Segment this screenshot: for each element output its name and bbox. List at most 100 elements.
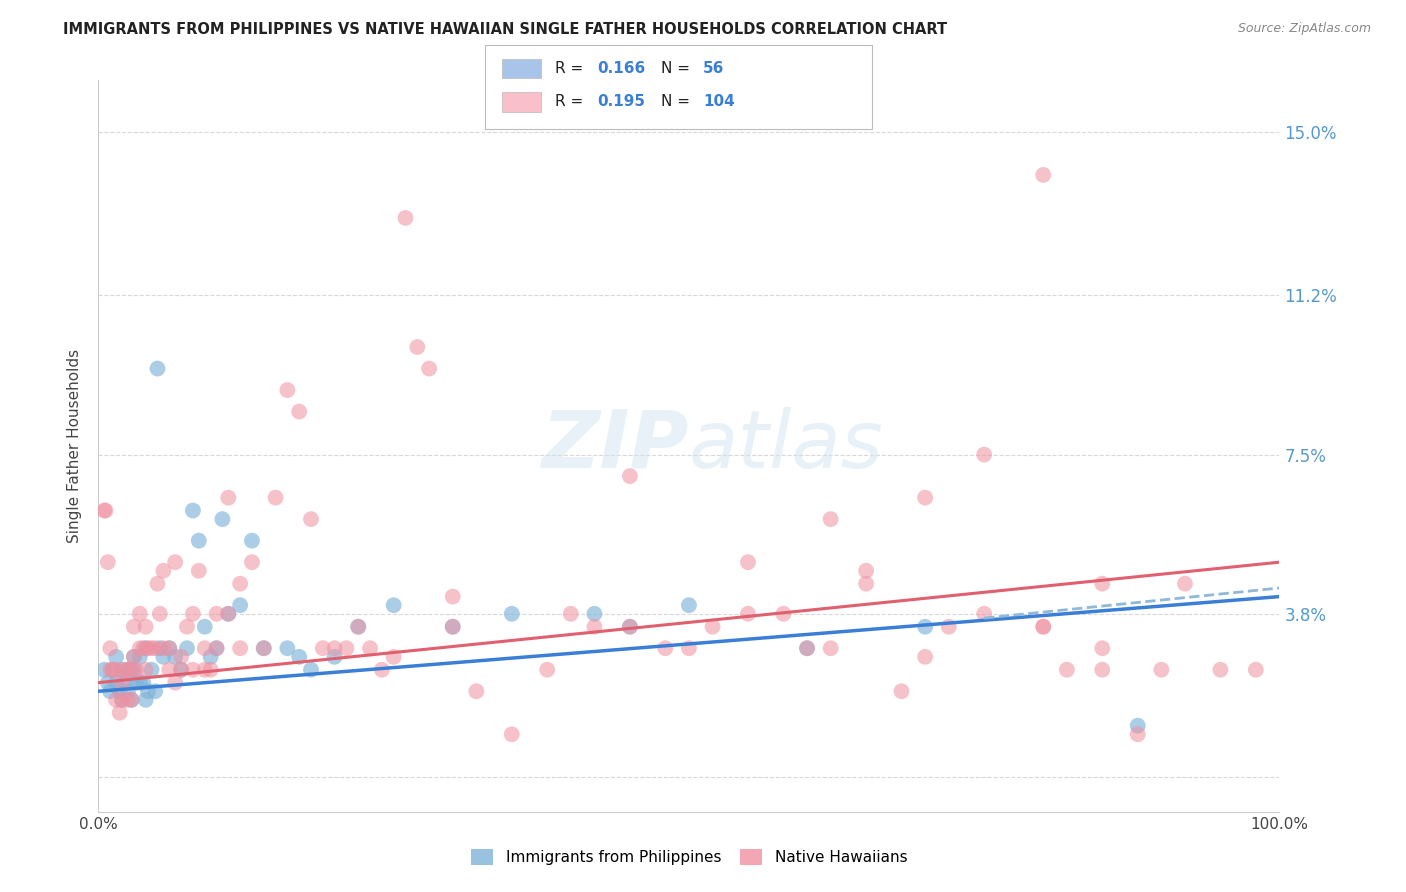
Point: [211, 512, 233, 526]
Point: [1174, 576, 1197, 591]
Point: [1056, 663, 1078, 677]
Point: [678, 641, 700, 656]
Point: [1091, 576, 1114, 591]
Point: [347, 620, 370, 634]
Point: [855, 576, 877, 591]
Point: [93, 663, 115, 677]
Point: [299, 663, 322, 677]
Point: [132, 641, 155, 656]
Point: [157, 663, 180, 677]
Point: [132, 675, 155, 690]
Point: [111, 663, 134, 677]
Point: [501, 607, 523, 621]
Point: [973, 607, 995, 621]
Point: [194, 641, 217, 656]
Point: [170, 663, 193, 677]
Text: N =: N =: [661, 62, 695, 76]
Point: [347, 620, 370, 634]
Point: [323, 649, 346, 664]
Point: [702, 620, 724, 634]
Point: [146, 576, 169, 591]
Point: [194, 620, 217, 634]
Point: [914, 620, 936, 634]
Point: [117, 693, 139, 707]
Point: [418, 361, 440, 376]
Point: [187, 564, 209, 578]
Point: [111, 693, 134, 707]
Point: [121, 693, 143, 707]
Point: [240, 533, 263, 548]
Point: [128, 675, 150, 690]
Point: [890, 684, 912, 698]
Point: [97, 675, 120, 690]
Point: [141, 663, 163, 677]
Point: [200, 663, 222, 677]
Text: Source: ZipAtlas.com: Source: ZipAtlas.com: [1237, 22, 1371, 36]
Point: [678, 598, 700, 612]
Point: [200, 649, 222, 664]
Point: [143, 641, 166, 656]
Text: 56: 56: [703, 62, 724, 76]
Text: 0.195: 0.195: [598, 95, 645, 109]
Point: [619, 620, 641, 634]
Point: [98, 641, 121, 656]
Point: [654, 641, 676, 656]
Point: [501, 727, 523, 741]
Point: [938, 620, 960, 634]
Point: [796, 641, 818, 656]
Point: [152, 649, 174, 664]
Point: [335, 641, 357, 656]
Point: [122, 649, 145, 664]
Point: [117, 663, 139, 677]
Point: [105, 675, 128, 690]
Point: [855, 564, 877, 578]
Point: [205, 607, 228, 621]
Point: [1032, 168, 1054, 182]
Point: [560, 607, 582, 621]
Point: [1126, 727, 1149, 741]
Point: [135, 693, 157, 707]
Point: [157, 641, 180, 656]
Point: [128, 607, 150, 621]
Point: [288, 404, 311, 418]
Point: [170, 663, 193, 677]
Point: [264, 491, 287, 505]
Point: [122, 663, 145, 677]
Point: [371, 663, 394, 677]
Point: [122, 620, 145, 634]
Text: atlas: atlas: [689, 407, 884, 485]
Point: [205, 641, 228, 656]
Point: [772, 607, 794, 621]
Point: [973, 448, 995, 462]
Point: [136, 641, 159, 656]
Point: [619, 620, 641, 634]
Text: N =: N =: [661, 95, 695, 109]
Point: [165, 675, 187, 690]
Point: [125, 675, 148, 690]
Point: [1091, 663, 1114, 677]
Point: [157, 641, 180, 656]
Point: [111, 693, 134, 707]
Point: [135, 620, 157, 634]
Point: [165, 555, 187, 569]
Point: [112, 675, 135, 690]
Point: [1032, 620, 1054, 634]
Point: [105, 649, 128, 664]
Text: ZIP: ZIP: [541, 407, 689, 485]
Point: [312, 641, 335, 656]
Point: [1091, 641, 1114, 656]
Point: [122, 649, 145, 664]
Point: [98, 684, 121, 698]
Point: [121, 693, 143, 707]
Point: [181, 607, 204, 621]
Point: [108, 684, 131, 698]
Point: [135, 663, 157, 677]
Point: [176, 620, 198, 634]
Point: [217, 607, 239, 621]
Point: [1244, 663, 1267, 677]
Point: [441, 620, 464, 634]
Point: [441, 620, 464, 634]
Point: [394, 211, 416, 225]
Point: [820, 512, 842, 526]
Point: [441, 590, 464, 604]
